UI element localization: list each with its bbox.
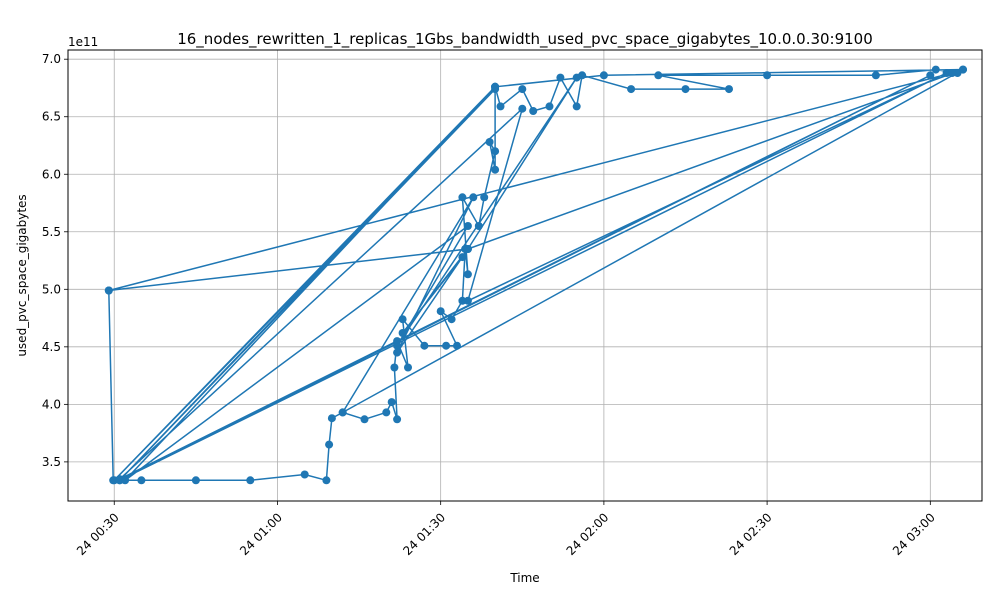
data-point	[518, 85, 527, 94]
data-point	[529, 107, 538, 115]
data-point	[398, 315, 407, 324]
data-point	[137, 476, 146, 485]
data-point	[469, 193, 478, 202]
grid-lines	[68, 50, 982, 501]
data-point	[948, 69, 957, 77]
data-point	[338, 408, 347, 417]
data-point	[393, 341, 402, 350]
data-point	[871, 71, 880, 80]
y-tick-label: 6.5	[42, 110, 61, 124]
x-tick-label: 24 02:30	[727, 510, 775, 558]
data-point	[763, 71, 772, 80]
data-point	[491, 147, 500, 156]
y-tick-label: 6.0	[42, 167, 61, 181]
data-point	[627, 85, 636, 94]
data-point	[480, 193, 489, 202]
data-point	[491, 165, 500, 174]
y-tick-label: 7.0	[42, 52, 61, 66]
data-point	[442, 341, 451, 350]
y-offset-text: 1e11	[68, 35, 98, 49]
y-axis-label: used_pvc_space_gigabytes	[15, 194, 29, 356]
x-tick-label: 24 03:00	[890, 510, 938, 558]
data-point	[404, 363, 412, 372]
data-point	[420, 341, 429, 350]
data-point	[104, 286, 113, 295]
data-point	[599, 71, 608, 80]
x-tick-label: 24 00:30	[74, 510, 122, 558]
x-axis-ticks: 24 00:30 24 01:00 24 01:30 24 02:00 24 02:30…	[74, 501, 938, 558]
data-point	[463, 296, 472, 305]
data-point	[398, 329, 407, 337]
data-point	[556, 73, 565, 82]
data-point	[942, 69, 951, 77]
data-point	[327, 414, 336, 423]
y-tick-label: 5.0	[42, 282, 61, 296]
x-axis-label: Time	[509, 571, 539, 585]
data-point	[491, 82, 500, 91]
y-tick-label: 3.5	[42, 455, 61, 469]
data-point	[360, 415, 369, 424]
y-tick-label: 4.5	[42, 340, 61, 354]
data-point	[322, 476, 331, 485]
data-point	[191, 476, 200, 485]
plot-frame	[67, 49, 983, 502]
data-point	[393, 348, 402, 357]
data-point	[390, 363, 399, 372]
y-tick-label: 4.0	[42, 397, 61, 411]
data-point	[453, 341, 461, 350]
data-point	[926, 71, 935, 80]
data-point	[681, 85, 690, 94]
data-point	[572, 73, 581, 82]
data-point	[325, 440, 334, 449]
data-point	[458, 296, 467, 305]
data-point	[300, 470, 309, 479]
data-point	[447, 315, 456, 324]
data-point	[393, 415, 402, 424]
series-layer	[104, 65, 967, 485]
x-tick-label: 24 01:00	[237, 510, 285, 558]
data-point	[436, 307, 445, 316]
chart-title: 16_nodes_rewritten_1_replicas_1Gbs_bandw…	[177, 30, 873, 49]
y-tick-label: 5.5	[42, 225, 61, 239]
x-tick-label: 24 01:30	[400, 510, 448, 558]
data-point	[496, 102, 505, 111]
data-point	[474, 222, 483, 230]
data-point	[545, 102, 554, 111]
data-point	[518, 104, 527, 113]
data-point	[931, 65, 940, 74]
data-point	[485, 138, 494, 146]
data-point	[572, 102, 581, 111]
series-line	[108, 68, 966, 482]
data-point	[458, 253, 467, 262]
data-point	[463, 222, 472, 230]
data-point	[959, 65, 967, 74]
data-point	[458, 193, 467, 202]
data-point	[654, 71, 663, 80]
data-point	[382, 408, 391, 417]
x-tick-label: 24 02:00	[564, 510, 612, 558]
data-point	[725, 85, 733, 94]
y-axis-ticks: 3.5 4.0 4.5 5.0 5.5 6.0 6.5 7.0	[42, 52, 68, 469]
data-point	[387, 398, 396, 407]
data-point	[121, 476, 130, 485]
data-point	[463, 270, 472, 279]
data-point	[463, 245, 472, 253]
data-point	[246, 476, 255, 485]
